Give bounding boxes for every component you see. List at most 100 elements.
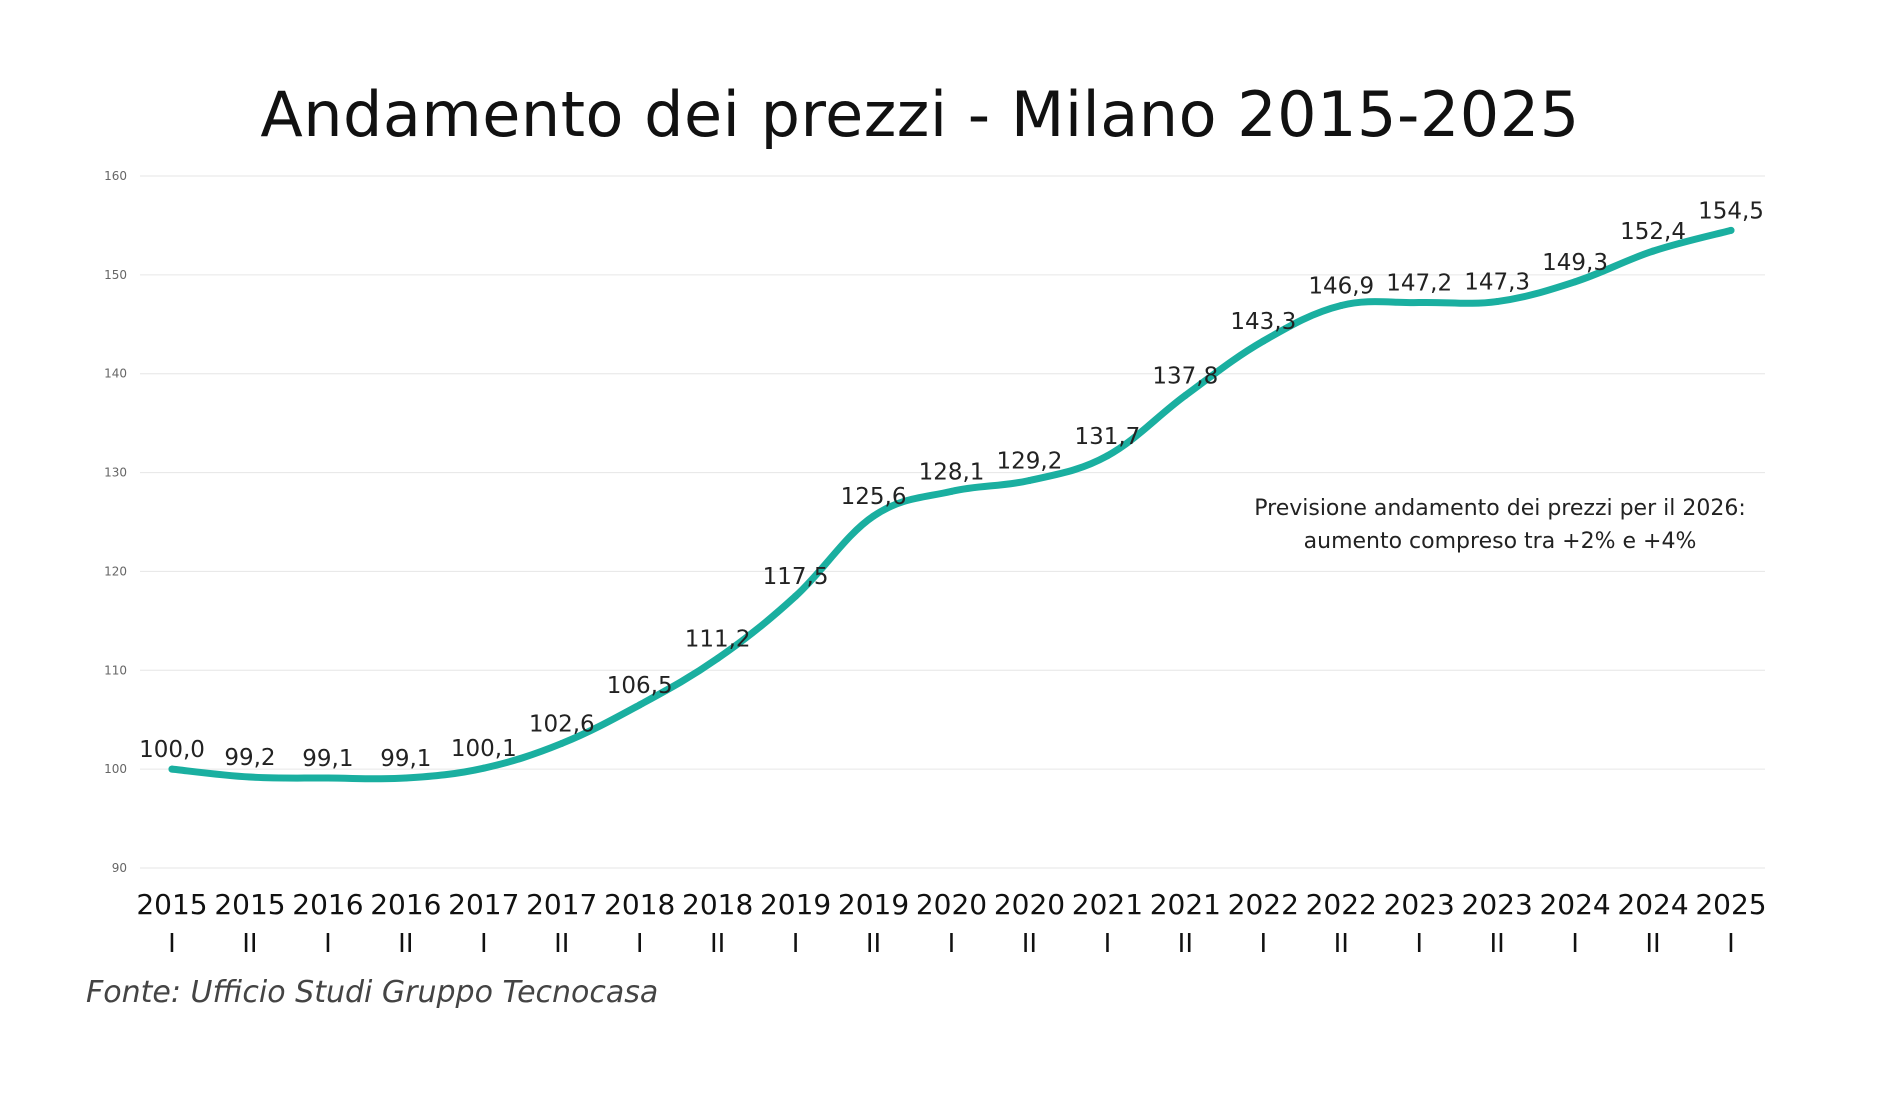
x-tick-semester-label: I xyxy=(636,929,644,959)
forecast-annotation-line1: Previsione andamento dei prezzi per il 2… xyxy=(1254,496,1746,521)
x-tick-year-label: 2023 xyxy=(1384,888,1455,921)
x-tick-year-label: 2015 xyxy=(214,888,285,921)
x-tick-year-label: 2022 xyxy=(1228,888,1299,921)
data-label: 147,3 xyxy=(1464,270,1530,296)
x-tick-year-label: 2020 xyxy=(916,888,987,921)
data-label: 131,7 xyxy=(1074,424,1140,450)
data-point xyxy=(324,774,332,782)
data-labels: 100,0 99,2 99,1 99,1 100,1 102,6 106,5 111,2 117… xyxy=(139,198,1764,772)
x-tick-semester-label: I xyxy=(948,929,956,959)
data-label: 143,3 xyxy=(1230,309,1296,335)
data-label: 99,2 xyxy=(224,745,275,771)
series-line xyxy=(168,226,1735,783)
data-point xyxy=(792,592,800,600)
data-point xyxy=(1493,298,1501,306)
y-tick-label: 100 xyxy=(104,762,127,776)
forecast-annotation: Previsione andamento dei prezzi per il 2… xyxy=(1240,492,1760,558)
data-point xyxy=(1337,302,1345,310)
x-tick-semester-label: I xyxy=(1571,929,1579,959)
x-tick-semester-label: II xyxy=(866,929,881,959)
x-tick-year-label: 2019 xyxy=(760,888,831,921)
x-tick-semester-label: II xyxy=(398,929,413,959)
data-point xyxy=(1727,226,1735,234)
x-tick-semester-label: I xyxy=(1727,929,1735,959)
data-label: 146,9 xyxy=(1308,274,1374,300)
data-label: 128,1 xyxy=(919,459,985,485)
forecast-annotation-line2: aumento compreso tra +2% e +4% xyxy=(1303,529,1697,554)
x-tick-semester-label: II xyxy=(554,929,569,959)
data-point xyxy=(168,765,176,773)
data-label: 99,1 xyxy=(302,746,353,772)
data-point xyxy=(1649,247,1657,255)
x-tick-year-label: 2025 xyxy=(1695,888,1766,921)
data-point xyxy=(636,701,644,709)
data-label: 102,6 xyxy=(529,711,595,737)
x-tick-semester-label: I xyxy=(480,929,488,959)
x-tick-year-label: 2022 xyxy=(1306,888,1377,921)
data-point xyxy=(1103,452,1111,460)
x-tick-semester-label: I xyxy=(324,929,332,959)
x-tick-year-label: 2024 xyxy=(1539,888,1610,921)
data-point xyxy=(1571,278,1579,286)
data-label: 100,1 xyxy=(451,736,517,762)
data-label: 125,6 xyxy=(841,484,907,510)
x-tick-semester-label: II xyxy=(1178,929,1193,959)
x-tick-year-label: 2021 xyxy=(1150,888,1221,921)
y-tick-label: 90 xyxy=(112,861,127,875)
data-point xyxy=(1181,391,1189,399)
data-point xyxy=(1259,337,1267,345)
data-point xyxy=(480,764,488,772)
grid-lines xyxy=(140,175,1765,869)
x-tick-semester-label: II xyxy=(1645,929,1660,959)
x-tick-year-label: 2019 xyxy=(838,888,909,921)
data-point xyxy=(402,774,410,782)
x-tick-year-label: 2021 xyxy=(1072,888,1143,921)
x-tick-semester-label: I xyxy=(1104,929,1112,959)
data-label: 154,5 xyxy=(1698,198,1764,224)
x-tick-year-label: 2016 xyxy=(292,888,363,921)
y-tick-label: 120 xyxy=(104,564,127,578)
data-label: 100,0 xyxy=(139,737,205,763)
y-axis-ticks: 90 100 110 120 130 140 150 160 xyxy=(104,169,127,875)
data-label: 111,2 xyxy=(685,626,751,652)
x-tick-semester-label: I xyxy=(1415,929,1423,959)
source-note: Fonte: Ufficio Studi Gruppo Tecnocasa xyxy=(86,975,659,1010)
x-tick-semester-label: I xyxy=(1259,929,1267,959)
data-point xyxy=(246,773,254,781)
y-tick-label: 130 xyxy=(104,466,127,480)
data-point xyxy=(948,487,955,495)
x-tick-semester-label: II xyxy=(242,929,257,959)
data-label: 147,2 xyxy=(1386,271,1452,297)
data-label: 152,4 xyxy=(1620,219,1686,245)
data-label: 106,5 xyxy=(607,673,673,699)
data-point xyxy=(714,654,722,662)
x-tick-year-label: 2024 xyxy=(1617,888,1688,921)
x-tick-year-label: 2020 xyxy=(994,888,1065,921)
chart-title: Andamento dei prezzi - Milano 2015-2025 xyxy=(260,78,1580,151)
data-label: 149,3 xyxy=(1542,250,1608,276)
x-tick-semester-label: II xyxy=(1489,929,1504,959)
data-label: 129,2 xyxy=(997,448,1063,474)
data-point xyxy=(870,512,878,520)
data-point xyxy=(1025,476,1033,484)
x-tick-year-label: 2018 xyxy=(682,888,753,921)
data-label: 137,8 xyxy=(1152,363,1218,389)
y-tick-label: 150 xyxy=(104,268,127,282)
data-point xyxy=(1415,299,1423,307)
x-tick-semester-label: II xyxy=(1022,929,1037,959)
y-tick-label: 160 xyxy=(104,169,127,183)
x-tick-year-label: 2015 xyxy=(136,888,207,921)
x-tick-semester-label: I xyxy=(168,929,176,959)
x-tick-semester-label: II xyxy=(710,929,725,959)
y-tick-label: 140 xyxy=(104,367,127,381)
x-tick-year-label: 2016 xyxy=(370,888,441,921)
data-label: 117,5 xyxy=(763,564,829,590)
x-tick-year-label: 2017 xyxy=(526,888,597,921)
x-tick-year-label: 2023 xyxy=(1462,888,1533,921)
x-tick-year-label: 2017 xyxy=(448,888,519,921)
x-tick-semester-label: II xyxy=(1334,929,1349,959)
x-axis-ticks: 2015I2015II2016I2016II2017I2017II2018I20… xyxy=(136,888,1766,959)
y-tick-label: 110 xyxy=(104,663,127,677)
x-tick-year-label: 2018 xyxy=(604,888,675,921)
